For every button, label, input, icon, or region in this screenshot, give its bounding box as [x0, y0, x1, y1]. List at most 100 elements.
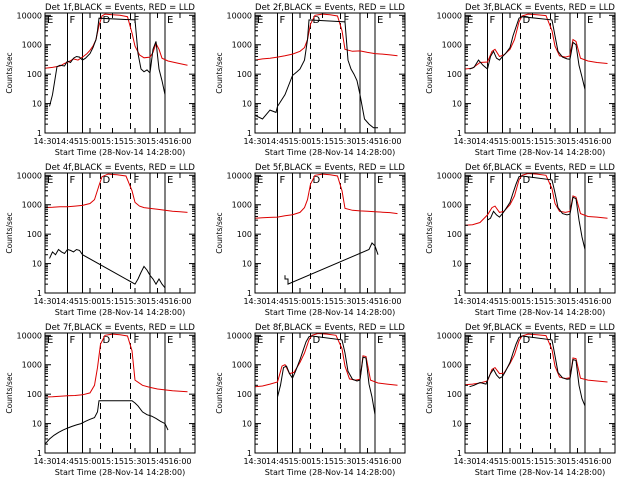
y-tick-label: 10 [452, 100, 462, 109]
panel-title: Det 8f,BLACK = Events, RED = LLD [255, 323, 405, 333]
region-label: E [167, 335, 173, 346]
region-label: F [554, 175, 560, 186]
x-tick-label: 15:15 [311, 457, 334, 466]
region-label: E [587, 335, 593, 346]
events-series-line [49, 248, 166, 289]
x-tick-label: 15:00 [498, 457, 521, 466]
x-tick-label: 15:15 [101, 297, 124, 306]
x-axis-title: Start Time (28-Nov-14 14:28:00) [265, 468, 395, 477]
region-label: F [134, 335, 140, 346]
panel-title: Det 3f,BLACK = Events, RED = LLD [465, 3, 615, 13]
y-tick-label: 100 [27, 70, 42, 79]
x-tick-label: 15:15 [101, 137, 124, 146]
y-tick-label: 1 [457, 449, 462, 458]
panel-title: Det 7f,BLACK = Events, RED = LLD [45, 323, 195, 333]
x-tick-label: 15:30 [543, 137, 566, 146]
panel-6: Det 6f,BLACK = Events, RED = LLD E F D F E 14:… [425, 163, 616, 317]
x-axis-title: Start Time (28-Nov-14 14:28:00) [265, 308, 395, 317]
y-tick-label: 100 [447, 230, 462, 239]
y-tick-label: 100 [447, 390, 462, 399]
y-tick-label: 10 [32, 420, 42, 429]
region-label: F [490, 15, 496, 26]
region-label: E [47, 175, 53, 186]
y-tick-label: 1000 [22, 201, 42, 210]
x-tick-label: 16:00 [588, 297, 611, 306]
events-series-line [469, 335, 586, 407]
x-tick-label: 15:15 [311, 297, 334, 306]
y-tick-label: 100 [237, 230, 252, 239]
lld-series-line [44, 173, 188, 213]
region-label: F [280, 335, 286, 346]
events-series-line [254, 19, 378, 129]
x-tick-label: 14:45 [266, 137, 289, 146]
y-axis-title: Counts/sec [215, 212, 224, 253]
x-tick-label: 14:45 [56, 457, 79, 466]
y-tick-label: 1 [457, 289, 462, 298]
x-tick-label: 16:00 [168, 137, 191, 146]
x-tick-label: 15:00 [498, 297, 521, 306]
region-label: E [47, 15, 53, 26]
x-tick-label: 16:00 [168, 457, 191, 466]
x-axis-title: Start Time (28-Nov-14 14:28:00) [475, 468, 605, 477]
y-tick-label: 10000 [17, 331, 42, 340]
plot-frame [44, 172, 196, 294]
events-series-line [469, 16, 586, 90]
region-label: E [587, 175, 593, 186]
x-tick-label: 16:00 [168, 297, 191, 306]
y-tick-label: 100 [237, 390, 252, 399]
x-axis-title: Start Time (28-Nov-14 14:28:00) [475, 148, 605, 157]
x-tick-label: 14:45 [266, 457, 289, 466]
region-label: E [167, 175, 173, 186]
x-tick-label: 16:00 [378, 457, 401, 466]
x-tick-label: 14:30 [33, 297, 56, 306]
y-tick-label: 10 [242, 100, 252, 109]
x-tick-label: 15:15 [311, 137, 334, 146]
x-tick-label: 15:45 [356, 457, 379, 466]
region-label: F [134, 175, 140, 186]
region-label: D [313, 335, 321, 346]
events-series-line [49, 17, 166, 107]
y-tick-label: 1 [247, 449, 252, 458]
y-tick-label: 1000 [22, 41, 42, 50]
panel-4: Det 4f,BLACK = Events, RED = LLD E F D F E 14:… [5, 163, 196, 317]
y-tick-label: 1 [457, 129, 462, 138]
region-label: E [587, 15, 593, 26]
y-tick-label: 1 [37, 129, 42, 138]
x-tick-label: 15:45 [146, 137, 169, 146]
plot-frame [464, 12, 616, 134]
x-tick-label: 15:30 [333, 457, 356, 466]
y-tick-label: 1000 [232, 361, 252, 370]
plot-frame [254, 172, 406, 294]
region-label: F [490, 175, 496, 186]
y-tick-label: 10000 [17, 171, 42, 180]
x-tick-label: 14:45 [476, 297, 499, 306]
y-axis-title: Counts/sec [425, 52, 434, 93]
y-tick-label: 1 [37, 289, 42, 298]
y-axis-title: Counts/sec [425, 212, 434, 253]
x-tick-label: 16:00 [588, 137, 611, 146]
y-tick-label: 1000 [442, 361, 462, 370]
y-axis-title: Counts/sec [215, 372, 224, 413]
panel-5: Det 5f,BLACK = Events, RED = LLD E F D F E 14:… [215, 163, 406, 317]
x-tick-label: 15:00 [288, 137, 311, 146]
panel-title: Det 5f,BLACK = Events, RED = LLD [255, 163, 405, 173]
x-tick-label: 14:45 [476, 457, 499, 466]
region-label: F [280, 175, 286, 186]
region-label: E [257, 175, 263, 186]
region-label: D [523, 335, 531, 346]
y-axis-title: Counts/sec [5, 52, 14, 93]
y-tick-label: 1000 [442, 201, 462, 210]
panel-title: Det 9f,BLACK = Events, RED = LLD [465, 323, 615, 333]
region-label: E [257, 15, 263, 26]
y-tick-label: 1000 [442, 41, 462, 50]
y-axis-title: Counts/sec [5, 212, 14, 253]
x-tick-label: 14:45 [56, 137, 79, 146]
panel-3: Det 3f,BLACK = Events, RED = LLD E F D F E 14:… [425, 3, 616, 157]
x-tick-label: 15:45 [146, 457, 169, 466]
x-tick-label: 15:30 [543, 457, 566, 466]
x-tick-label: 16:00 [588, 457, 611, 466]
plot-frame [254, 12, 406, 134]
plot-frame [44, 12, 196, 134]
